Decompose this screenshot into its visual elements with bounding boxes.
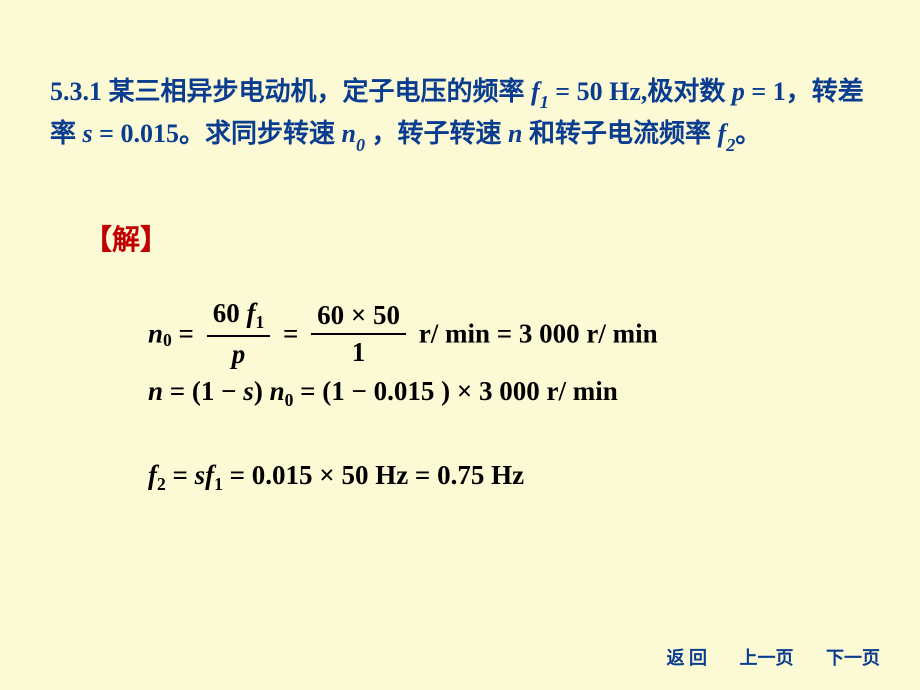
eq1-equals-1: = [179, 319, 194, 349]
var-n0: n [341, 119, 355, 148]
eq3-f2s: 2 [157, 474, 166, 494]
eq1-f1-num-sub: 1 [255, 312, 264, 332]
eq3-rhs: = 0.015 × 50 Hz = 0.75 Hz [223, 460, 524, 490]
eq2-rhs3: = (1 − 0.015 ) × 3 000 r/ min [293, 376, 617, 406]
var-f1: f [531, 77, 540, 106]
val-s: = 0.015。求同步转速 [93, 119, 342, 148]
eq3-sfs: 1 [214, 474, 223, 494]
eq1-f2-num: 60 × 50 [311, 300, 406, 335]
problem-statement: 5.3.1 某三相异步电动机，定子电压的频率 f1 = 50 Hz,极对数 p … [50, 72, 880, 157]
eq1-equals-2: = [283, 319, 298, 349]
eq3-equals: = [166, 460, 195, 490]
eq1-lhs-var: n [148, 319, 163, 349]
eq1-f1-den: p [207, 337, 271, 370]
var-f2: f [718, 119, 727, 148]
eq3-sf: sf [195, 460, 215, 490]
var-f2-sub: 2 [726, 135, 735, 155]
var-n0-sub: 0 [356, 135, 365, 155]
equation-1: n0 = 60 f1 p = 60 × 50 1 r/ min = 3 000 … [148, 298, 658, 370]
eq1-result: = 3 000 r/ min [497, 319, 658, 349]
equation-2: n = (1 − s) n0 = (1 − 0.015 ) × 3 000 r/… [148, 376, 618, 411]
eq2-lhs: n [148, 376, 163, 406]
eq3-f2: f [148, 460, 157, 490]
eq1-frac-1: 60 f1 p [207, 298, 271, 370]
var-f1-sub: 1 [540, 92, 549, 112]
nav-bar: 返 回 上一页 下一页 [639, 644, 881, 670]
var-n: n [508, 119, 522, 148]
eq1-f1-num-a: 60 [213, 298, 240, 328]
var-s: s [83, 119, 93, 148]
solution-label: 【解】 [84, 218, 168, 258]
problem-text-1: 某三相异步电动机，定子电压的频率 [102, 77, 531, 106]
problem-end: 。 [735, 119, 761, 148]
eq2-rhs2: ) [254, 376, 270, 406]
var-p: p [732, 77, 745, 106]
eq2-n0: n [270, 376, 285, 406]
nav-next[interactable]: 下一页 [826, 648, 880, 668]
val-f1: = 50 Hz, [549, 77, 648, 106]
nav-prev[interactable]: 上一页 [740, 648, 794, 668]
eq1-f2-den: 1 [311, 335, 406, 368]
problem-text-3: 和转子电流频率 [523, 119, 718, 148]
eq1-frac-2: 60 × 50 1 [311, 300, 406, 368]
eq2-s: s [243, 376, 254, 406]
problem-number: 5.3.1 [50, 77, 102, 106]
eq1-lhs-sub: 0 [163, 330, 172, 350]
equation-3: f2 = sf1 = 0.015 × 50 Hz = 0.75 Hz [148, 460, 524, 495]
problem-text-pole: 极对数 [647, 77, 732, 106]
eq1-unit: r/ min [419, 319, 497, 349]
eq2-rhs1: = (1 − [163, 376, 243, 406]
problem-text-2: ，转子转速 [365, 119, 508, 148]
nav-back[interactable]: 返 回 [667, 648, 708, 668]
